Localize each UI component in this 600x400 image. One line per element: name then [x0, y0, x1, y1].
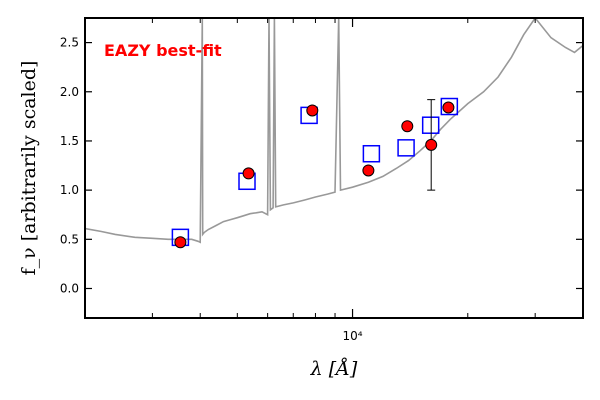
x-tick-label: 10⁴: [343, 329, 363, 343]
observed-flux-point: [242, 167, 255, 180]
y-tick-label: 2.0: [60, 85, 79, 99]
x-axis-label: λ [Å]: [310, 358, 358, 380]
y-tick-label: 0.5: [60, 232, 79, 246]
y-tick-label: 2.5: [60, 36, 79, 50]
observed-flux-point: [442, 101, 455, 114]
y-tick-label: 0.0: [60, 281, 79, 295]
y-axis-label: f_ν [arbitrarily scaled]: [18, 61, 40, 276]
plot-frame: [84, 17, 584, 319]
y-tick-label: 1.5: [60, 134, 79, 148]
model-flux-square: [440, 97, 459, 116]
observed-flux-point: [362, 164, 375, 177]
observed-flux-point: [401, 120, 414, 133]
spectrum-line: [85, 18, 583, 244]
model-flux-square: [421, 116, 440, 134]
y-tick-label: 1.0: [60, 183, 79, 197]
photometry-layer: [171, 97, 459, 249]
model-flux-square: [362, 144, 381, 163]
observed-flux-point: [425, 138, 438, 151]
observed-flux-point: [174, 236, 187, 249]
axis-ticks: 0.0 0.5 1.0 1.5 2.0 2.5 10⁴: [60, 18, 583, 343]
model-spectrum: [85, 18, 583, 244]
model-flux-square: [397, 139, 415, 157]
annotation-label: EAZY best-fit: [104, 41, 222, 60]
observed-flux-point: [306, 104, 319, 117]
